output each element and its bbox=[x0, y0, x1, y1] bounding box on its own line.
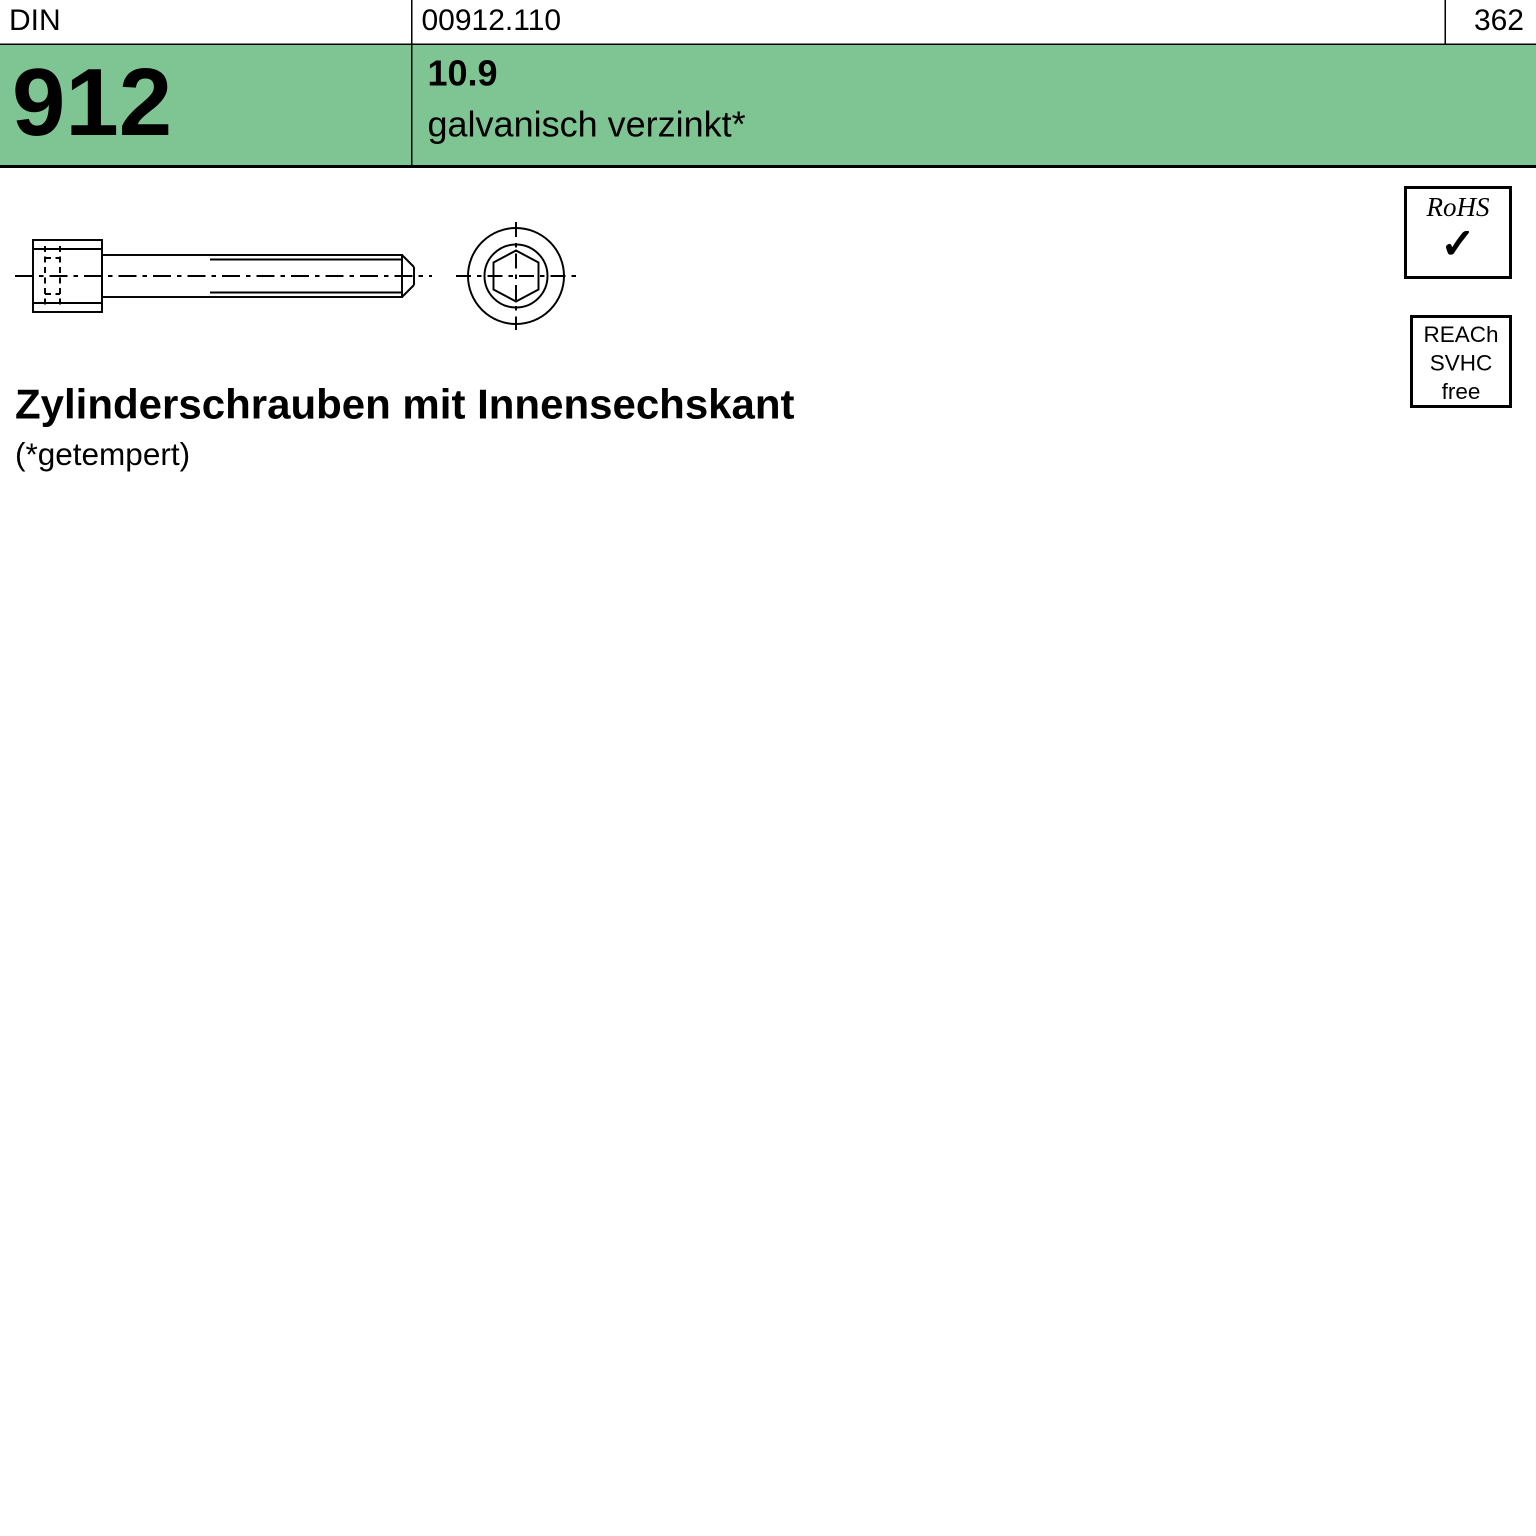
top-bar: DIN 00912.110 362 bbox=[0, 0, 1536, 45]
standard-row: 912 10.9 galvanisch verzinkt* bbox=[0, 45, 1536, 168]
din-label: DIN bbox=[0, 0, 413, 44]
page-number: 362 bbox=[1446, 0, 1536, 44]
rohs-badge: RoHS ✓ bbox=[1404, 186, 1512, 279]
standard-number: 912 bbox=[0, 45, 413, 165]
strength-grade: 10.9 bbox=[428, 54, 1536, 96]
rohs-label: RoHS bbox=[1407, 192, 1509, 224]
product-title: Zylinderschrauben mit Innensechskant bbox=[15, 381, 795, 429]
product-subtitle: (*getempert) bbox=[15, 438, 190, 474]
reach-badge: REACh SVHC free bbox=[1410, 315, 1512, 408]
reach-line1: REACh bbox=[1413, 323, 1509, 351]
finish-text: galvanisch verzinkt* bbox=[428, 105, 1536, 147]
reach-line2: SVHC bbox=[1413, 351, 1509, 379]
mid-section: RoHS ✓ REACh SVHC free Zylinderschrauben… bbox=[0, 168, 1536, 498]
screw-drawing-icon bbox=[15, 213, 615, 363]
article-code: 00912.110 bbox=[413, 0, 1447, 44]
check-icon: ✓ bbox=[1407, 224, 1509, 266]
spec-cell: 10.9 galvanisch verzinkt* bbox=[413, 45, 1536, 165]
datasheet-card: DIN 00912.110 362 912 10.9 galvanisch ve… bbox=[0, 0, 1536, 498]
reach-line3: free bbox=[1413, 379, 1509, 407]
